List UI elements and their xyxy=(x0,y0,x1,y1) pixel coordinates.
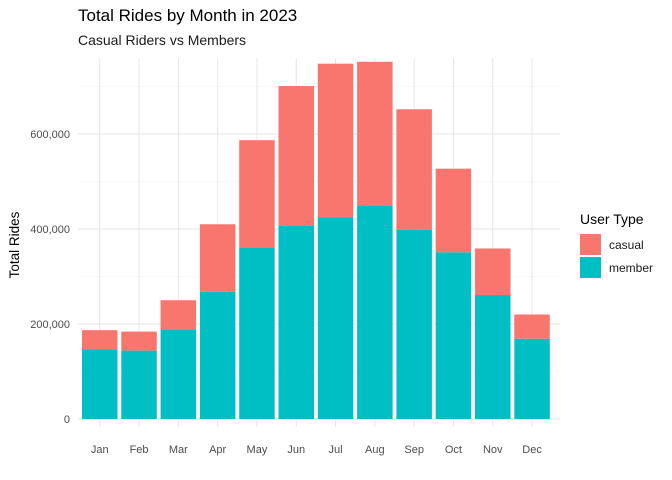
bar-member-may xyxy=(239,248,275,419)
bar-member-apr xyxy=(199,291,236,419)
x-tick-label: Aug xyxy=(365,444,385,456)
bar-member-aug xyxy=(357,205,393,419)
legend-title: User Type xyxy=(580,211,644,227)
y-axis-ticks: 0 200,000 400,000 600,000 xyxy=(30,129,70,426)
legend-item-member: member xyxy=(580,256,653,279)
bar-casual-dec xyxy=(514,314,550,339)
y-tick-label: 400,000 xyxy=(30,224,70,236)
chart-subtitle: Casual Riders vs Members xyxy=(78,32,247,48)
bar-casual-jul xyxy=(317,63,354,218)
bar-casual-jan xyxy=(82,330,118,350)
legend-swatch-member xyxy=(580,257,601,278)
bar-casual-aug xyxy=(357,61,393,206)
bar-member-mar xyxy=(160,329,197,419)
x-tick-label: Oct xyxy=(445,444,462,456)
y-tick-label: 0 xyxy=(64,414,70,426)
bar-member-dec xyxy=(514,338,550,419)
bar-member-nov xyxy=(475,295,511,419)
bars xyxy=(82,61,550,419)
legend-label-casual: casual xyxy=(609,237,644,252)
x-tick-label: Apr xyxy=(209,444,226,456)
bar-casual-jun xyxy=(278,86,314,226)
legend: User Type casual member xyxy=(580,211,653,279)
x-tick-label: Jun xyxy=(287,444,305,456)
bar-member-jun xyxy=(278,225,314,419)
x-tick-label: Nov xyxy=(483,444,503,456)
bar-member-oct xyxy=(435,252,472,419)
bar-member-jan xyxy=(82,349,118,419)
legend-swatch-casual xyxy=(580,234,601,255)
bar-casual-oct xyxy=(435,168,472,253)
x-tick-label: Feb xyxy=(130,444,149,456)
y-tick-label: 600,000 xyxy=(30,129,70,141)
bar-casual-sep xyxy=(396,109,432,230)
bar-member-jul xyxy=(317,217,354,419)
y-tick-label: 200,000 xyxy=(30,319,70,331)
y-axis-label: Total Rides xyxy=(7,211,22,278)
legend-label-member: member xyxy=(609,260,654,275)
bar-casual-apr xyxy=(199,224,236,292)
chart-title: Total Rides by Month in 2023 xyxy=(78,6,298,25)
bar-casual-feb xyxy=(121,331,157,351)
x-tick-label: Dec xyxy=(522,444,542,456)
x-tick-label: May xyxy=(247,444,268,456)
legend-item-casual: casual xyxy=(580,233,653,256)
bar-casual-may xyxy=(239,140,275,248)
bar-casual-mar xyxy=(160,300,197,330)
bar-member-sep xyxy=(396,229,432,419)
x-tick-label: Sep xyxy=(404,444,424,456)
bar-member-feb xyxy=(121,350,157,419)
x-tick-label: Mar xyxy=(169,444,188,456)
x-tick-label: Jul xyxy=(329,444,343,456)
x-axis-ticks: Jan Feb Mar Apr May Jun Jul Aug Sep Oct Nov Dec xyxy=(91,444,542,456)
x-tick-label: Jan xyxy=(91,444,109,456)
bar-casual-nov xyxy=(475,248,511,296)
